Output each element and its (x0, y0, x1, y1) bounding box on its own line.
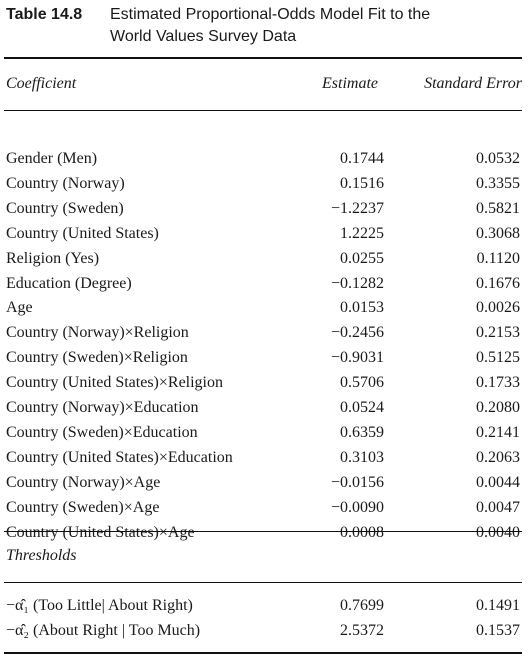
row-estimate: 0.7699 (340, 597, 384, 614)
row-standard-error: 0.2153 (476, 324, 520, 342)
row-standard-error: 0.0047 (476, 498, 520, 516)
table-row: Country (Sweden) −1.2237 0.5821 (6, 197, 522, 221)
top-rule (4, 57, 522, 59)
row-standard-error: 0.5125 (476, 349, 520, 367)
row-estimate: −0.1282 (330, 274, 384, 292)
row-coefficient-name: Country (Sweden) (6, 199, 124, 217)
table-row: Country (Sweden)×Religion −0.9031 0.5125 (6, 346, 522, 370)
table-caption: Table 14.8 Estimated Proportional-Odds Mo… (6, 4, 521, 48)
row-coefficient-name: Country (United States) (6, 224, 159, 242)
row-standard-error: 0.1676 (476, 274, 520, 292)
row-standard-error: 0.1120 (476, 249, 520, 267)
row-standard-error: 0.0044 (476, 473, 520, 491)
row-coefficient-name: Country (Norway)×Age (6, 473, 161, 491)
row-coefficient-name: Country (Norway)×Education (6, 399, 199, 416)
row-coefficient-name: Country (United States)×Education (6, 448, 233, 466)
row-standard-error: 0.0040 (476, 523, 520, 541)
thresholds-section: Thresholds (6, 544, 522, 568)
table-row: −α̂₂ (About Right | Too Much) 2.5372 0.153… (6, 619, 522, 643)
table-row: Age 0.0153 0.0026 (6, 296, 522, 320)
row-estimate: 1.2225 (340, 224, 384, 242)
row-estimate: 0.0255 (340, 249, 384, 267)
table-row: Country (Norway)×Education 0.0524 0.2080 (6, 396, 522, 420)
row-standard-error: 0.0026 (476, 299, 520, 317)
table-header: Coefficient Estimate Standard Error (6, 72, 522, 96)
table-row: Country (Norway)×Age −0.0156 0.0044 (6, 471, 522, 495)
row-standard-error: 0.3355 (476, 174, 520, 192)
row-coefficient-name: Country (United States)×Age (6, 523, 195, 541)
table-row: Country (Norway) 0.1516 0.3355 (6, 172, 522, 196)
header-estimate: Estimate (322, 75, 378, 92)
row-coefficient-name: Country (Norway) (6, 174, 125, 192)
row-coefficient-name: −α̂₁ (Too Little| About Right) (6, 597, 193, 614)
header-rule (4, 110, 522, 111)
row-standard-error: 0.1733 (476, 374, 520, 392)
row-estimate: −0.0090 (330, 498, 384, 516)
row-coefficient-name: Country (United States)×Religion (6, 374, 223, 392)
row-estimate: 2.5372 (340, 621, 384, 639)
header-coefficient: Coefficient (6, 75, 77, 92)
table-row: Religion (Yes) 0.0255 0.1120 (6, 247, 522, 271)
table-row: −α̂₁ (Too Little| About Right) 0.7699 0.14… (6, 594, 522, 618)
table-title-line2: World Values Survey Data (110, 28, 297, 45)
row-coefficient-name: Country (Norway)×Religion (6, 324, 189, 342)
row-coefficient-name: Country (Sweden)×Age (6, 498, 160, 516)
row-estimate: 0.6359 (340, 423, 384, 441)
row-estimate: 0.0153 (340, 299, 384, 317)
row-estimate: −0.0156 (330, 473, 384, 491)
table-row: Country (United States)×Age 0.0008 0.0040 (6, 521, 522, 545)
thresholds-top-rule (4, 531, 522, 532)
row-estimate: 0.0524 (340, 399, 384, 416)
table-row: Education (Degree) −0.1282 0.1676 (6, 272, 522, 296)
row-coefficient-name: Gender (Men) (6, 150, 98, 167)
row-standard-error: 0.2063 (476, 448, 520, 466)
row-coefficient-name: Education (Degree) (6, 274, 132, 292)
row-estimate: 0.1516 (340, 174, 384, 192)
table-row: Country (United States)×Religion 0.5706 0.… (6, 371, 522, 395)
row-standard-error: 0.3068 (476, 224, 520, 242)
bottom-rule (4, 652, 522, 654)
table-row: Country (Sweden)×Education 0.6359 0.2141 (6, 421, 522, 445)
row-estimate: 0.0008 (340, 523, 384, 541)
table-row: Country (Sweden)×Age −0.0090 0.0047 (6, 496, 522, 520)
header-standard-error: Standard Error (424, 75, 522, 92)
row-estimate: 0.3103 (340, 448, 384, 466)
row-coefficient-name: −α̂₂ (About Right | Too Much) (6, 621, 201, 639)
row-standard-error: 0.0532 (476, 150, 520, 167)
row-coefficient-name: Country (Sweden)×Religion (6, 349, 188, 367)
row-estimate: 0.5706 (340, 374, 384, 392)
thresholds-rule (4, 582, 522, 583)
thresholds-label: Thresholds (6, 547, 77, 564)
row-estimate: −0.9031 (330, 349, 384, 367)
row-coefficient-name: Religion (Yes) (6, 249, 100, 267)
row-standard-error: 0.5821 (476, 199, 520, 217)
table-row: Country (United States)×Education 0.3103 0… (6, 446, 522, 470)
row-coefficient-name: Country (Sweden)×Education (6, 423, 198, 441)
table-row: Country (United States) 1.2225 0.3068 (6, 222, 522, 246)
row-coefficient-name: Age (6, 299, 33, 317)
table-row: Country (Norway)×Religion −0.2456 0.2153 (6, 321, 522, 345)
row-standard-error: 0.1491 (476, 597, 520, 614)
row-standard-error: 0.2141 (476, 423, 520, 441)
table-title-line1: Estimated Proportional-Odds Model Fit to… (110, 6, 431, 23)
row-estimate: −0.2456 (330, 324, 384, 342)
row-estimate: 0.1744 (340, 150, 384, 167)
row-standard-error: 0.2080 (476, 399, 520, 416)
table-row: Gender (Men) 0.1744 0.0532 (6, 147, 522, 171)
row-standard-error: 0.1537 (476, 621, 520, 639)
row-estimate: −1.2237 (330, 199, 384, 217)
table-number: Table 14.8 (6, 6, 83, 23)
